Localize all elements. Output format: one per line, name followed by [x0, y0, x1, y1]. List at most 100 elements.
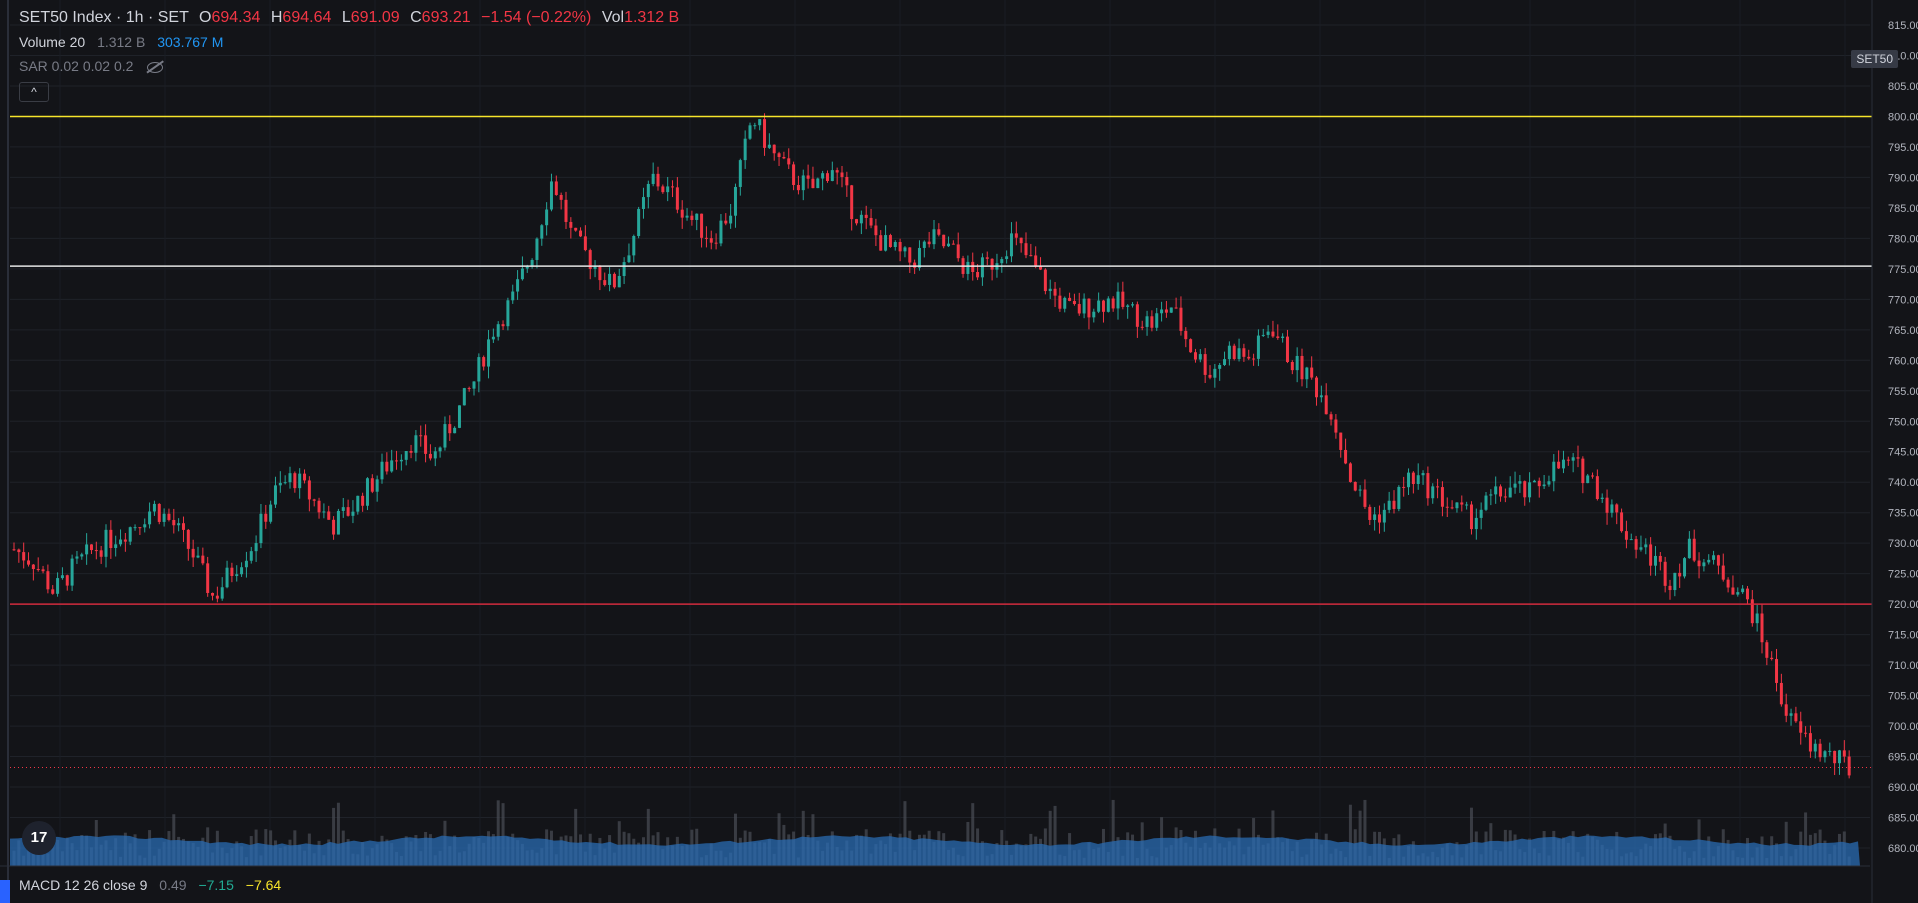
- candle-body: [1707, 559, 1711, 563]
- candle-body: [1503, 496, 1507, 498]
- candles: [12, 113, 1851, 779]
- candle-body: [89, 544, 93, 551]
- scroll-indicator[interactable]: [0, 880, 10, 903]
- candle-body: [1135, 304, 1139, 327]
- candle-body: [1663, 561, 1667, 586]
- candle-body: [448, 424, 452, 434]
- candle-body: [758, 119, 762, 126]
- hidden-eye-icon[interactable]: [147, 61, 164, 73]
- candle-body: [215, 595, 219, 599]
- candle-body: [501, 324, 505, 327]
- candle-body: [278, 482, 282, 486]
- candle-body: [598, 266, 602, 281]
- price-tick-label: 710.00: [1888, 660, 1918, 672]
- candle-body: [477, 357, 481, 382]
- candle-body: [583, 236, 587, 251]
- candle-body: [1426, 473, 1430, 499]
- candle-body: [283, 482, 287, 484]
- candle-body: [1600, 497, 1604, 499]
- price-tick-label: 705.00: [1888, 691, 1918, 703]
- price-axis[interactable]: 680.00 685.00 690.00 695.00 700.00 705.00 710.…: [1871, 0, 1918, 903]
- candle-body: [1620, 512, 1624, 532]
- candle-body: [1005, 256, 1009, 260]
- candle-body: [709, 238, 713, 243]
- price-tick-label: 790.00: [1888, 172, 1918, 184]
- candle-body: [1794, 713, 1798, 722]
- candle-body: [1290, 361, 1294, 371]
- candle-body: [41, 569, 45, 572]
- candle-body: [738, 160, 742, 187]
- candle-body: [1009, 233, 1013, 257]
- macd-name: MACD 12 26 close 9: [19, 877, 148, 893]
- price-axis-bg[interactable]: [1872, 0, 1918, 866]
- candle-body: [472, 381, 476, 389]
- sar-legend[interactable]: SAR 0.02 0.02 0.2: [19, 58, 164, 74]
- candle-body: [1407, 472, 1411, 488]
- candle-body: [1460, 502, 1464, 505]
- price-tick-label: 695.00: [1888, 752, 1918, 764]
- candle-body: [714, 242, 718, 244]
- candle-body: [1615, 504, 1619, 513]
- candle-body: [1068, 297, 1072, 301]
- candle-body: [830, 170, 834, 182]
- candle-body: [312, 499, 316, 501]
- candle-body: [1218, 364, 1222, 369]
- candle-body: [942, 234, 946, 247]
- tradingview-logo-icon[interactable]: 17: [22, 821, 56, 855]
- candle-body: [1542, 484, 1546, 487]
- candle-body: [70, 558, 74, 586]
- candle-body: [966, 261, 970, 274]
- candle-body: [1440, 487, 1444, 507]
- main-legend: SET50 Index · 1h · SET O694.34 H694.64 L…: [19, 9, 679, 27]
- candle-body: [467, 388, 471, 390]
- candle-body: [908, 247, 912, 263]
- candle-body: [612, 273, 616, 288]
- candle-body: [1469, 504, 1473, 530]
- candle-body: [1145, 316, 1149, 327]
- candle-body: [1223, 359, 1227, 365]
- candle-body: [729, 215, 733, 224]
- collapse-legend-button[interactable]: ^: [19, 82, 49, 102]
- price-tick-label: 780.00: [1888, 233, 1918, 245]
- candle-body: [1295, 355, 1299, 371]
- candle-body: [414, 435, 418, 453]
- volume-legend[interactable]: Volume 20 1.312 B 303.767 M: [19, 34, 223, 50]
- candle-body: [317, 500, 321, 513]
- macd-legend[interactable]: MACD 12 26 close 9 0.49 −7.15 −7.64: [19, 877, 281, 893]
- candle-body: [1431, 486, 1435, 499]
- candle-body: [1164, 309, 1168, 313]
- price-tick-label: 815.00: [1888, 20, 1918, 32]
- candle-body: [1687, 538, 1691, 559]
- candle-body: [1029, 255, 1033, 257]
- candle-body: [1377, 514, 1381, 523]
- candle-body: [1392, 500, 1396, 509]
- candle-body: [298, 473, 302, 489]
- candle-body: [821, 173, 825, 179]
- symbol-title[interactable]: SET50 Index · 1h · SET: [19, 9, 189, 26]
- candle-body: [1300, 355, 1304, 380]
- candle-body: [656, 173, 660, 187]
- candle-body: [104, 529, 108, 557]
- candle-body: [530, 259, 534, 267]
- candle-body: [743, 138, 747, 161]
- candle-body: [782, 156, 786, 159]
- candle-body: [661, 186, 665, 193]
- candle-body: [399, 459, 403, 462]
- candle-body: [1465, 504, 1469, 506]
- volume-bars: [10, 799, 1860, 866]
- volume-bar: [332, 807, 336, 866]
- candle-body: [1242, 348, 1246, 357]
- candle-body: [356, 495, 360, 512]
- volume-bar: [777, 813, 781, 866]
- candle-body: [1203, 354, 1207, 375]
- volume-bar: [1048, 810, 1052, 866]
- volume-bar: [172, 814, 176, 866]
- candle-body: [1368, 506, 1372, 520]
- price-tick-label: 800.00: [1888, 111, 1918, 123]
- volume-indicator-value2: 303.767 M: [157, 34, 224, 50]
- price-tick-label: 745.00: [1888, 447, 1918, 459]
- volume-label: Vol: [601, 9, 625, 26]
- candle-body: [748, 125, 752, 139]
- candle-body: [27, 560, 31, 565]
